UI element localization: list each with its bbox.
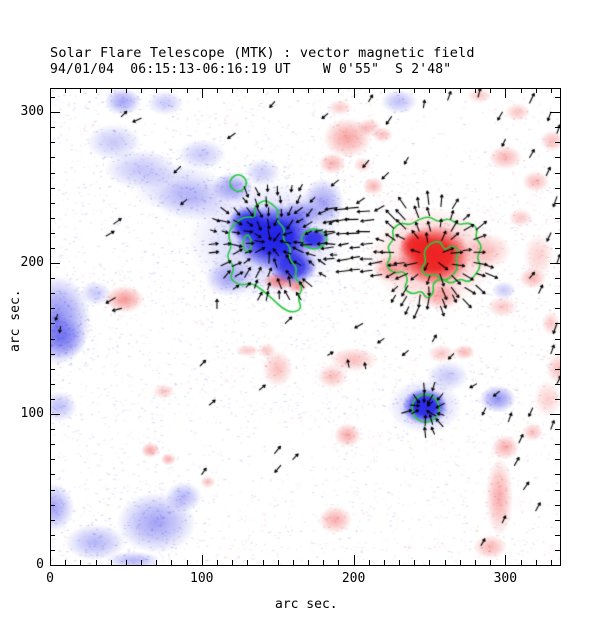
y-tick-label: 0 [36, 557, 44, 572]
y-tick-label: 300 [20, 104, 44, 120]
figure-title: Solar Flare Telescope (MTK) : vector mag… [50, 45, 475, 61]
x-tick-label: 300 [493, 571, 518, 586]
x-axis-label: arc sec. [275, 597, 338, 612]
y-axis-label: arc sec. [8, 289, 23, 352]
figure-subtitle: 94/01/04 06:15:13-06:16:19 UT W 0'55" S … [50, 62, 452, 77]
y-tick-label: 200 [20, 255, 44, 271]
magnetogram-field-canvas [50, 88, 560, 565]
x-tick-label: 100 [190, 571, 214, 586]
x-tick-label: 0 [46, 571, 54, 586]
y-tick-label: 100 [20, 406, 44, 422]
x-tick-label: 200 [341, 571, 366, 586]
